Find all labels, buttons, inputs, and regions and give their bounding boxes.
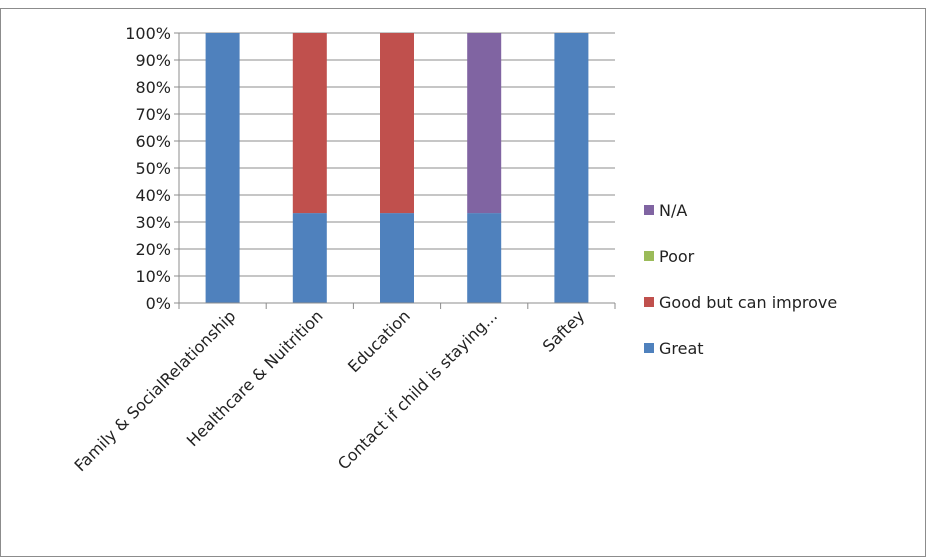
- bars: [205, 33, 589, 303]
- x-category-label: Saftey: [539, 306, 588, 355]
- axes: [178, 33, 616, 309]
- x-category-label: Contact if child is staying...: [334, 306, 501, 473]
- legend-label: Great: [659, 339, 704, 358]
- y-tick-label: 10%: [135, 267, 171, 286]
- bar-segment-n-a: [467, 33, 502, 214]
- x-category-label: Family & SocialRelationship: [71, 306, 240, 475]
- y-tick-label: 40%: [135, 186, 171, 205]
- legend-swatch: [644, 205, 654, 215]
- legend-label: Good but can improve: [659, 293, 837, 312]
- legend-swatch: [644, 297, 654, 307]
- stacked-bar-chart: 0% 10% 20% 30% 40% 50% 60% 70% 80% 90% 100% Family…: [71, 24, 838, 475]
- y-tick-label: 50%: [135, 159, 171, 178]
- y-axis-tick-labels: 0% 10% 20% 30% 40% 50% 60% 70% 80% 90% 100%: [125, 24, 171, 313]
- bar-segment-good-but-can-improve: [292, 33, 327, 214]
- bar-segment-great: [380, 213, 414, 303]
- bar-segment-great: [205, 33, 240, 303]
- y-tick-label: 60%: [135, 132, 171, 151]
- cropped-top-text-strip: [0, 0, 928, 8]
- legend-label: Poor: [659, 247, 695, 266]
- y-tick-label: 0%: [146, 294, 171, 313]
- bar-segment-great: [467, 213, 502, 303]
- y-tick-label: 30%: [135, 213, 171, 232]
- x-category-label: Education: [344, 306, 414, 376]
- legend-swatch: [644, 251, 654, 261]
- legend: N/A Poor Good but can improve Great: [644, 201, 837, 358]
- bar-segment-great: [554, 33, 589, 303]
- chart-frame: 0% 10% 20% 30% 40% 50% 60% 70% 80% 90% 100% Family…: [0, 8, 926, 557]
- y-tick-label: 20%: [135, 240, 171, 259]
- bar-segment-great: [292, 213, 327, 303]
- y-tick-label: 90%: [135, 51, 171, 70]
- y-tick-label: 80%: [135, 78, 171, 97]
- y-tick-label: 70%: [135, 105, 171, 124]
- legend-label: N/A: [659, 201, 687, 220]
- y-tick-label: 100%: [125, 24, 171, 43]
- bar-segment-good-but-can-improve: [380, 33, 414, 214]
- legend-swatch: [644, 343, 654, 353]
